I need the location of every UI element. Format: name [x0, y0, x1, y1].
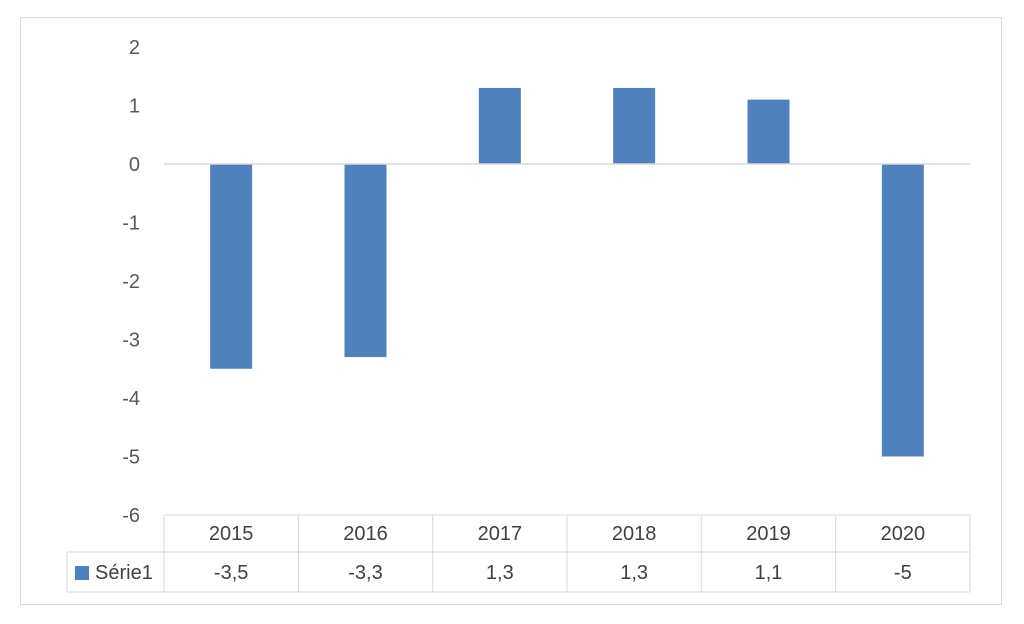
x-category-label: 2015 — [209, 523, 254, 545]
y-tick-label: -1 — [122, 213, 140, 235]
y-tick-label: -2 — [122, 271, 140, 293]
y-tick-label: 1 — [129, 96, 140, 118]
bar-2020 — [881, 164, 924, 457]
data-table-value: -5 — [894, 562, 912, 584]
x-category-label: 2016 — [343, 523, 388, 545]
data-table: 2015 2016 2017 2018 2019 2020 Série1 -3,5 -3,3 1,… — [66, 514, 971, 593]
y-tick-label: -4 — [122, 388, 140, 410]
y-tick-label: 0 — [129, 154, 140, 176]
data-table-value: 1,3 — [486, 562, 514, 584]
bar-2016 — [344, 164, 387, 358]
y-tick-label: -6 — [122, 505, 140, 527]
data-table-value: -3,3 — [348, 562, 382, 584]
x-category-label: 2017 — [478, 523, 523, 545]
y-tick-label: 2 — [129, 37, 140, 59]
bars — [210, 87, 924, 457]
x-category-label: 2019 — [746, 523, 791, 545]
x-category-label: 2018 — [612, 523, 657, 545]
data-table-value: 1,3 — [620, 562, 648, 584]
bar-2018 — [613, 87, 656, 164]
y-tick-label: -3 — [122, 330, 140, 352]
y-axis-ticks: 2 1 0 -1 -2 -3 -4 -5 -6 — [122, 37, 140, 527]
bar-2017 — [478, 87, 521, 164]
data-table-value: 1,1 — [755, 562, 783, 584]
bar-2019 — [747, 99, 790, 164]
legend-series-name: Série1 — [95, 562, 153, 584]
y-tick-label: -5 — [122, 447, 140, 469]
bar-2015 — [210, 164, 253, 369]
x-category-label: 2020 — [881, 523, 926, 545]
legend-swatch — [75, 566, 89, 580]
data-table-value: -3,5 — [214, 562, 248, 584]
